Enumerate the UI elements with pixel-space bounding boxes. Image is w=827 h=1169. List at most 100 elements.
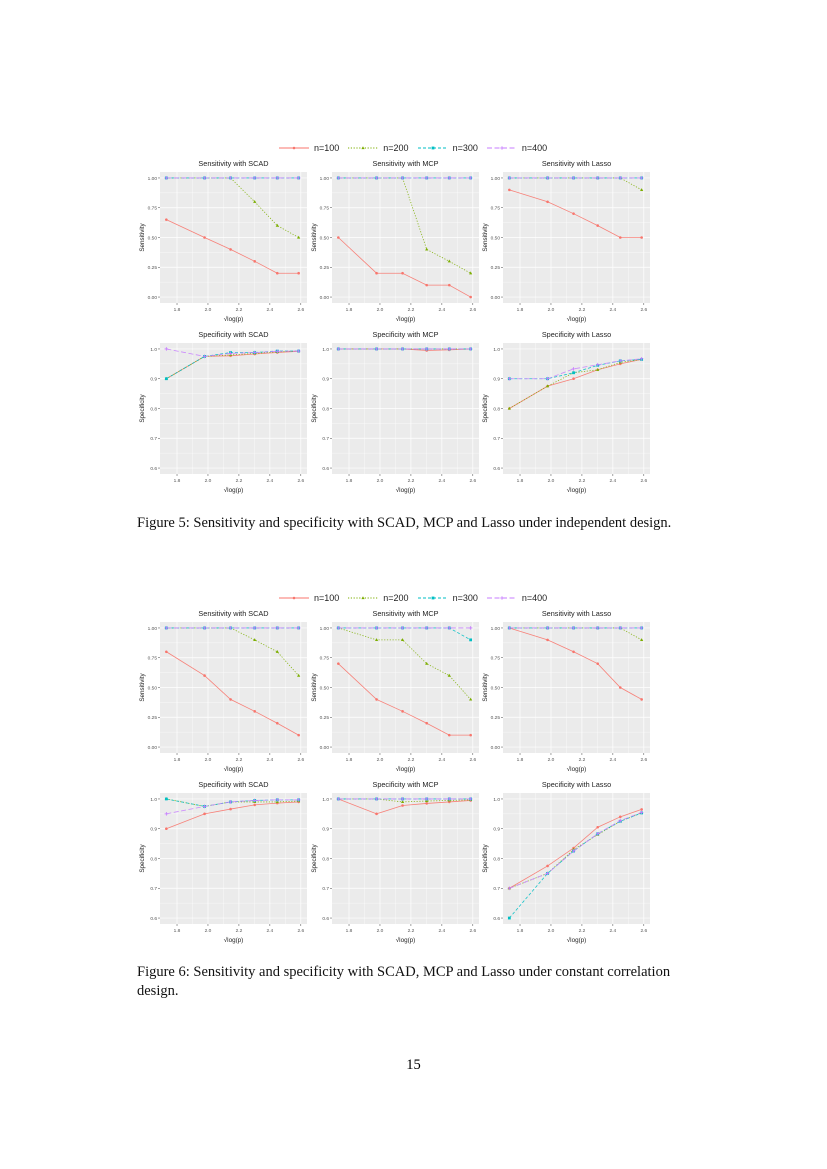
chart-title: Specificity with SCAD [198,780,268,789]
legend-item: n=100 [278,143,339,153]
data-point [400,347,405,351]
y-tick-label: 0.9 [493,827,500,833]
x-tick-label: 2.2 [579,478,586,484]
chart-title: Specificity with MCP [372,780,438,789]
data-point [447,673,451,677]
x-tick-label: 1.8 [174,307,181,313]
legend-label: n=400 [521,593,548,603]
x-tick-label: 2.6 [640,478,647,484]
x-tick-label: 2.6 [640,928,647,934]
x-tick-label: 2.4 [439,307,446,313]
data-point [296,798,301,802]
y-tick-label: 0.25 [148,265,158,271]
data-point [447,259,451,263]
chart-title: Specificity with Lasso [542,780,611,789]
chart-panel: Specificity with Lasso 0.6 0.7 0.8 0.9 1.0 1.8… [482,330,650,494]
y-axis-label: Sensitivity [311,672,318,701]
x-tick-label: 2.0 [377,928,384,934]
data-point [165,218,168,221]
y-tick-label: 0.7 [322,436,329,442]
y-tick-label: 0.6 [322,916,329,922]
data-point [374,797,379,801]
x-tick-label: 2.4 [610,478,617,484]
x-tick-label: 1.8 [174,757,181,763]
y-tick-label: 0.00 [491,295,501,301]
data-point [571,367,576,371]
x-tick-label: 2.2 [236,478,243,484]
chart-panel: Sensitivity with SCAD 0.00 0.25 0.50 0.75 1.0… [139,609,307,773]
x-tick-label: 2.6 [640,757,647,763]
series-line [166,798,299,807]
chart-panel: Specificity with SCAD 0.6 0.7 0.8 0.9 1.0 1.8 2… [139,780,307,944]
legend-item: n=400 [486,143,547,153]
data-point [545,176,550,180]
data-point [297,733,300,737]
data-point [572,371,575,375]
data-point [400,638,405,641]
y-tick-label: 0.00 [320,745,330,751]
data-point [164,797,168,801]
chart-panel: Specificity with SCAD 0.6 0.7 0.8 0.9 1.0 1.8 2… [139,330,307,494]
data-point [640,808,643,811]
y-tick-label: 0.6 [150,916,157,922]
series-n=400 [164,798,301,816]
y-tick-label: 0.50 [491,235,501,241]
data-point [375,698,378,701]
series-line [509,811,642,889]
legend-key-n=300 [417,596,448,600]
data-point [618,176,623,180]
data-point [275,223,279,227]
y-tick-label: 0.50 [320,235,330,241]
y-axis-label: Sensitivity [139,672,146,701]
series-line [166,348,299,357]
y-tick-label: 0.9 [150,827,157,833]
x-tick-label: 2.0 [548,307,555,313]
y-axis-label: Sensitivity [139,222,146,251]
data-point [424,626,429,630]
y-tick-label: 1.0 [493,797,500,803]
data-point [572,650,575,654]
data-point [447,283,451,287]
data-point [374,347,379,351]
x-tick-label: 1.8 [174,928,181,934]
data-point [447,797,452,801]
x-tick-label: 2.0 [205,307,212,313]
y-tick-label: 1.0 [493,347,500,353]
legend-item: n=300 [417,593,478,603]
legend-marker [361,146,365,150]
x-tick-label: 2.6 [469,478,476,484]
y-tick-label: 0.6 [322,466,329,472]
data-point [639,626,644,630]
x-tick-label: 2.2 [236,757,243,763]
x-tick-label: 2.6 [469,928,476,934]
data-point [469,295,472,299]
legend-key-n=200 [348,146,379,150]
y-tick-label: 0.00 [148,745,158,751]
legend-key-n=200 [348,596,379,600]
chart-panel: Specificity with MCP 0.6 0.7 0.8 0.9 1.0 1.8 2.… [311,780,479,944]
x-axis-label: √log(p) [224,487,244,494]
legend-key-n=100 [279,146,309,150]
chart-panel: Sensitivity with Lasso 0.00 0.25 0.50 0.75 1.… [482,609,650,773]
data-point [596,825,599,829]
data-point [164,626,169,630]
legend-key-n=400 [486,146,517,150]
data-point [618,818,623,823]
data-point [202,176,207,180]
series-n=400 [507,626,644,630]
data-point [618,686,622,689]
x-tick-label: 1.8 [517,928,524,934]
data-point [572,377,575,381]
data-point [618,359,623,363]
x-tick-label: 2.2 [408,928,415,934]
x-tick-label: 2.0 [548,757,555,763]
data-point [164,377,168,381]
x-tick-label: 2.6 [469,757,476,763]
data-point [164,812,169,816]
x-tick-label: 2.2 [579,928,586,934]
data-point [203,674,206,677]
series-n=400 [164,176,301,180]
legend-marker [500,146,504,150]
data-point [507,176,512,180]
x-tick-label: 2.2 [579,307,586,313]
